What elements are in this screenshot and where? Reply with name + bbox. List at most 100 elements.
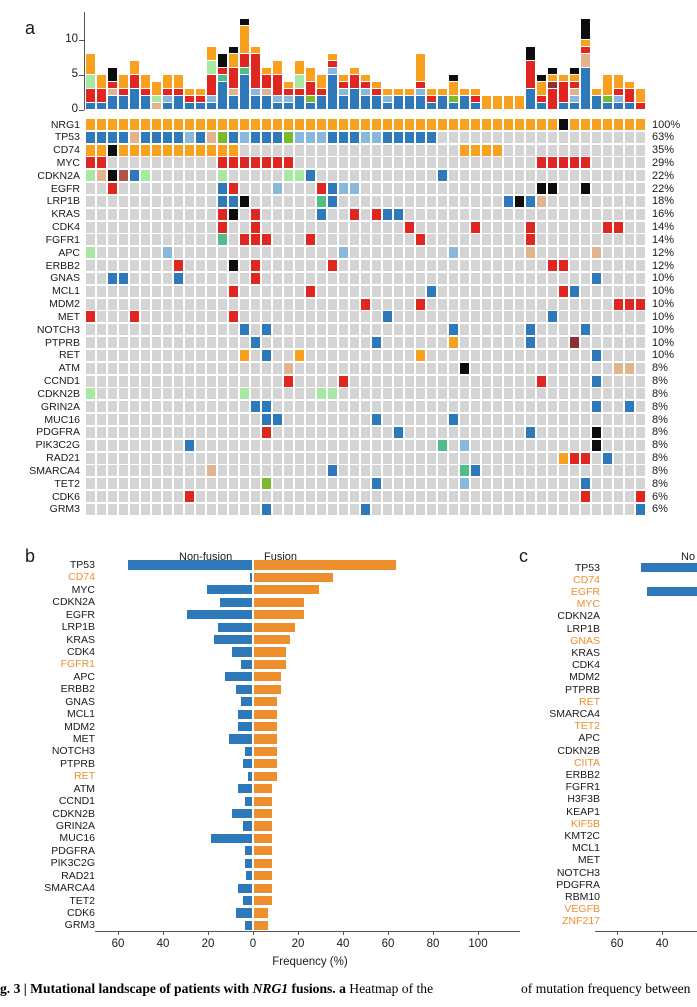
- oncoprint-cell: [229, 221, 239, 233]
- oncoprint-cell: [240, 349, 250, 361]
- gene-label: KRAS: [51, 208, 80, 221]
- stacked-bar-segment: [295, 61, 305, 75]
- oncoprint-cell: [328, 491, 338, 503]
- stacked-bar-segment: [537, 103, 547, 110]
- oncoprint-cell: [537, 401, 547, 413]
- oncoprint-cell: [108, 170, 118, 182]
- oncoprint-cell: [471, 362, 481, 374]
- oncoprint-cell: [504, 375, 514, 387]
- oncoprint-cell: [471, 426, 481, 438]
- oncoprint-cell: [218, 401, 228, 413]
- stacked-bar-segment: [427, 89, 437, 96]
- oncoprint-cell: [174, 208, 184, 220]
- oncoprint-cell: [504, 337, 514, 349]
- oncoprint-cell: [97, 311, 107, 323]
- oncoprint-cell: [449, 234, 459, 246]
- oncoprint-cell: [174, 491, 184, 503]
- oncoprint-cell: [427, 362, 437, 374]
- oncoprint-cell: [350, 491, 360, 503]
- gene-label: CDKN2A: [37, 169, 80, 182]
- oncoprint-cell: [86, 362, 96, 374]
- oncoprint-cell: [460, 401, 470, 413]
- oncoprint-cell: [86, 208, 96, 220]
- oncoprint-cell: [317, 465, 327, 477]
- oncoprint-cell: [636, 401, 646, 413]
- oncoprint-cell: [306, 426, 316, 438]
- oncoprint-cell: [427, 388, 437, 400]
- oncoprint-cell: [438, 311, 448, 323]
- oncoprint-cell: [405, 426, 415, 438]
- oncoprint-cell: [339, 183, 349, 195]
- oncoprint-cell: [603, 247, 613, 259]
- oncoprint-cell: [218, 298, 228, 310]
- oncoprint-cell: [416, 285, 426, 297]
- oncoprint-cell: [361, 375, 371, 387]
- oncoprint-cell: [97, 426, 107, 438]
- gene-label: APC: [73, 670, 95, 683]
- oncoprint-cell: [504, 170, 514, 182]
- nonfusion-bar: [218, 622, 252, 632]
- oncoprint-cell: [350, 439, 360, 451]
- oncoprint-cell: [570, 144, 580, 156]
- oncoprint-cell: [207, 221, 217, 233]
- stacked-bar-segment: [306, 68, 316, 82]
- oncoprint-cell: [295, 144, 305, 156]
- oncoprint-cell: [603, 311, 613, 323]
- oncoprint-cell: [328, 144, 338, 156]
- oncoprint-cell: [306, 260, 316, 272]
- oncoprint-cell: [493, 285, 503, 297]
- oncoprint-cell: [460, 452, 470, 464]
- oncoprint-cell: [548, 285, 558, 297]
- oncoprint-cell: [229, 401, 239, 413]
- nonfusion-bar: [186, 610, 252, 620]
- gene-label: TP53: [54, 131, 80, 144]
- oncoprint-cell: [394, 388, 404, 400]
- oncoprint-cell: [218, 195, 228, 207]
- oncoprint-cell: [130, 311, 140, 323]
- stacked-bar-segment: [152, 96, 162, 103]
- stacked-bar-segment: [306, 96, 316, 103]
- oncoprint-cell: [471, 131, 481, 143]
- oncoprint-cell: [152, 503, 162, 515]
- stacked-bar-segment: [108, 68, 118, 82]
- oncoprint-cell: [515, 414, 525, 426]
- oncoprint-cell: [130, 478, 140, 490]
- oncoprint-cell: [559, 503, 569, 515]
- oncoprint-cell: [460, 349, 470, 361]
- gene-label: MDM2: [64, 720, 95, 733]
- oncoprint-cell: [163, 221, 173, 233]
- a-top-y-axis: [84, 12, 85, 110]
- stacked-bar-segment: [471, 96, 481, 103]
- oncoprint-cell: [262, 119, 272, 130]
- oncoprint-cell: [240, 208, 250, 220]
- oncoprint-cell: [130, 119, 140, 130]
- oncoprint-cell: [471, 144, 481, 156]
- oncoprint-cell: [361, 144, 371, 156]
- stacked-bar-segment: [317, 89, 327, 96]
- gene-label: MDM2: [569, 671, 600, 684]
- stacked-bar-segment: [394, 96, 404, 110]
- oncoprint-cell: [515, 311, 525, 323]
- oncoprint-cell: [97, 195, 107, 207]
- stacked-bar-segment: [570, 89, 580, 96]
- oncoprint-cell: [229, 503, 239, 515]
- gene-label: KEAP1: [566, 805, 600, 818]
- oncoprint-cell: [97, 285, 107, 297]
- gene-label: MDM2: [49, 298, 80, 311]
- gene-label: GNAS: [50, 272, 80, 285]
- nonfusion-bar: [245, 846, 252, 856]
- oncoprint-cell: [163, 260, 173, 272]
- oncoprint-cell: [482, 414, 492, 426]
- oncoprint-cell: [625, 375, 635, 387]
- oncoprint-cell: [262, 452, 272, 464]
- gene-label: RET: [74, 770, 95, 783]
- stacked-bar-segment: [372, 82, 382, 89]
- oncoprint-cell: [548, 260, 558, 272]
- oncoprint-cell: [416, 260, 426, 272]
- oncoprint-cell: [284, 221, 294, 233]
- oncoprint-cell: [130, 401, 140, 413]
- oncoprint-cell: [581, 260, 591, 272]
- oncoprint-cell: [262, 285, 272, 297]
- oncoprint-cell: [592, 337, 602, 349]
